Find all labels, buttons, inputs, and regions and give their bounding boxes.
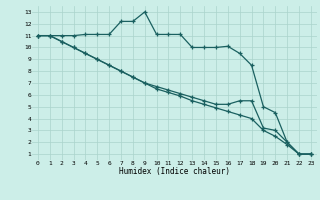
X-axis label: Humidex (Indice chaleur): Humidex (Indice chaleur) — [119, 167, 230, 176]
